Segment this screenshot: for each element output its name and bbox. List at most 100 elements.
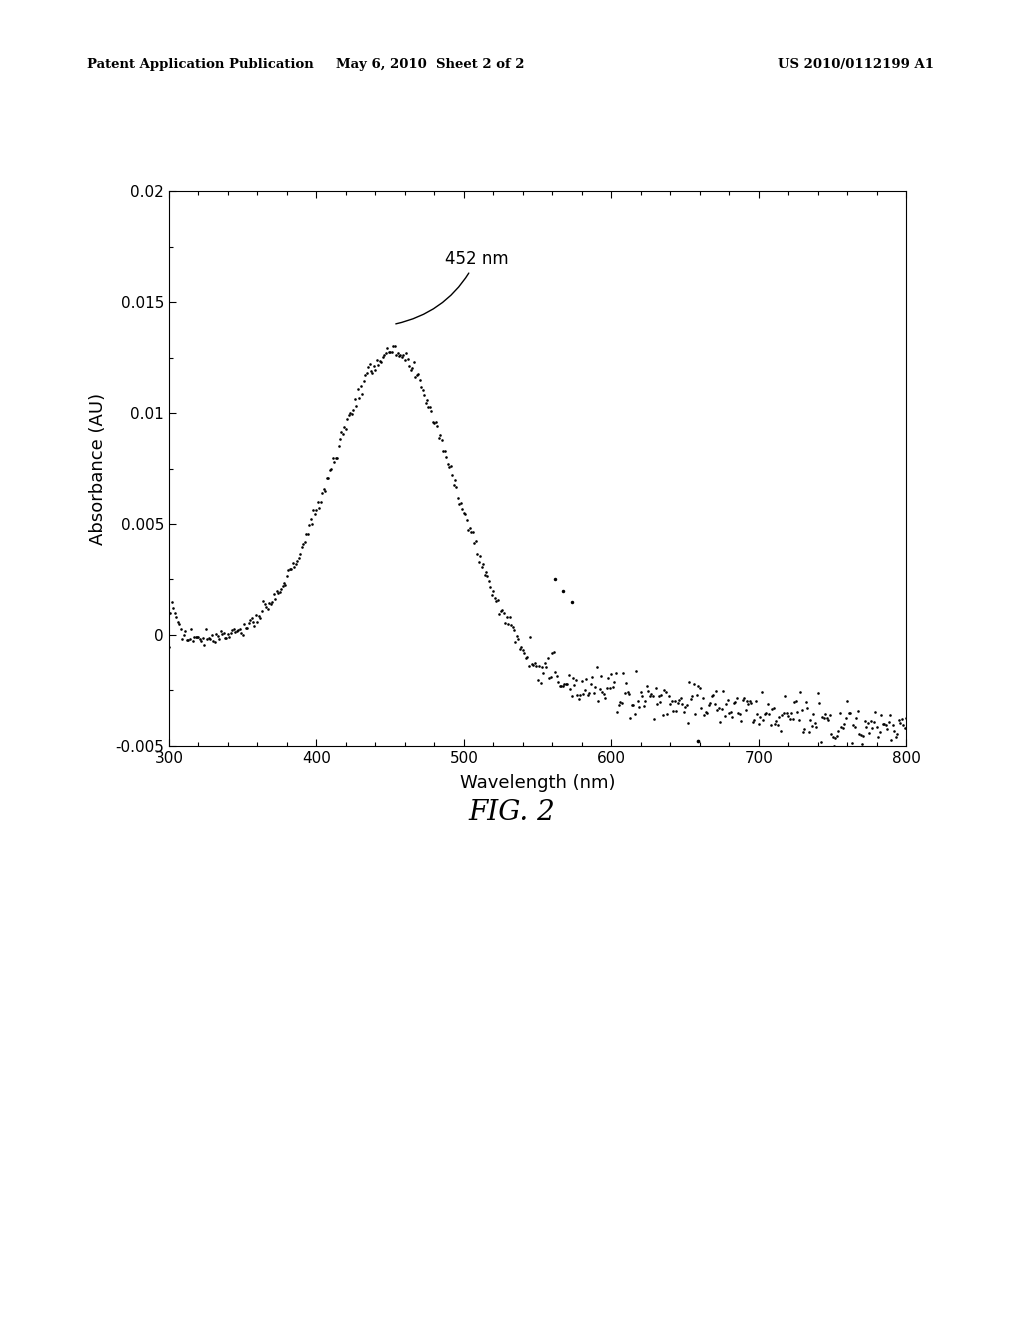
Point: [515, 640, 531, 661]
Point: [626, 694, 642, 715]
Point: [868, 717, 885, 738]
Point: [700, 694, 717, 715]
Point: [523, 653, 540, 675]
Point: [174, 628, 190, 649]
Point: [326, 451, 342, 473]
Point: [871, 722, 888, 743]
Point: [690, 676, 707, 697]
Point: [331, 436, 347, 457]
Point: [335, 422, 351, 444]
Point: [231, 619, 248, 640]
Point: [325, 447, 341, 469]
Point: [291, 548, 307, 569]
Point: [808, 717, 824, 738]
X-axis label: Wavelength (nm): Wavelength (nm): [460, 774, 615, 792]
Point: [644, 685, 660, 706]
Point: [777, 686, 794, 708]
Point: [322, 459, 338, 480]
Point: [354, 383, 371, 404]
Point: [439, 454, 456, 475]
Point: [854, 733, 870, 754]
Point: [496, 602, 512, 623]
Point: [470, 552, 486, 573]
Point: [711, 697, 727, 718]
Point: [429, 416, 445, 437]
Point: [703, 685, 720, 706]
Point: [333, 421, 349, 442]
Point: [898, 708, 914, 729]
Point: [510, 628, 526, 649]
Text: 452 nm: 452 nm: [396, 249, 508, 323]
Point: [892, 713, 908, 734]
Point: [696, 705, 713, 726]
Point: [653, 685, 670, 706]
Point: [724, 706, 740, 727]
Point: [830, 721, 847, 742]
Point: [657, 681, 674, 702]
Point: [847, 717, 863, 738]
Point: [362, 360, 379, 381]
Point: [311, 498, 328, 519]
Point: [717, 705, 733, 726]
Point: [445, 474, 462, 495]
Point: [844, 733, 860, 754]
Point: [587, 676, 603, 697]
Point: [296, 532, 312, 553]
Point: [402, 360, 419, 381]
Point: [315, 478, 332, 499]
Point: [238, 618, 254, 639]
Point: [647, 677, 664, 698]
Point: [456, 502, 472, 523]
Point: [573, 671, 590, 692]
Point: [754, 682, 770, 704]
Point: [734, 689, 751, 710]
Point: [299, 523, 315, 544]
Point: [338, 418, 354, 440]
Point: [217, 627, 233, 648]
Point: [792, 681, 808, 702]
Point: [304, 513, 321, 535]
Point: [534, 656, 550, 677]
Point: [271, 581, 288, 602]
Point: [710, 700, 726, 721]
Point: [621, 684, 637, 705]
Point: [616, 682, 633, 704]
Point: [678, 694, 694, 715]
Point: [775, 702, 792, 723]
Point: [794, 700, 810, 721]
Point: [738, 690, 755, 711]
Point: [168, 607, 184, 628]
Point: [370, 354, 386, 375]
Point: [373, 351, 389, 372]
Point: [228, 620, 245, 642]
Point: [715, 680, 731, 701]
Point: [207, 631, 223, 652]
Point: [416, 384, 432, 405]
Point: [460, 519, 476, 540]
Point: [485, 581, 502, 602]
Point: [597, 686, 613, 708]
Point: [279, 565, 295, 586]
Point: [839, 690, 855, 711]
Point: [562, 678, 579, 700]
Point: [575, 684, 592, 705]
Point: [480, 570, 497, 591]
Point: [786, 692, 803, 713]
Point: [767, 713, 783, 734]
Point: [577, 680, 593, 701]
Point: [222, 623, 239, 644]
Point: [783, 702, 800, 723]
Point: [526, 652, 543, 673]
Point: [624, 694, 640, 715]
Point: [278, 574, 294, 595]
Point: [586, 682, 602, 704]
Point: [379, 337, 395, 358]
Point: [473, 557, 489, 578]
Point: [259, 598, 275, 619]
Point: [394, 346, 411, 367]
Point: [637, 690, 653, 711]
Point: [554, 579, 570, 601]
Point: [736, 688, 753, 709]
Point: [671, 689, 687, 710]
Point: [180, 630, 197, 651]
